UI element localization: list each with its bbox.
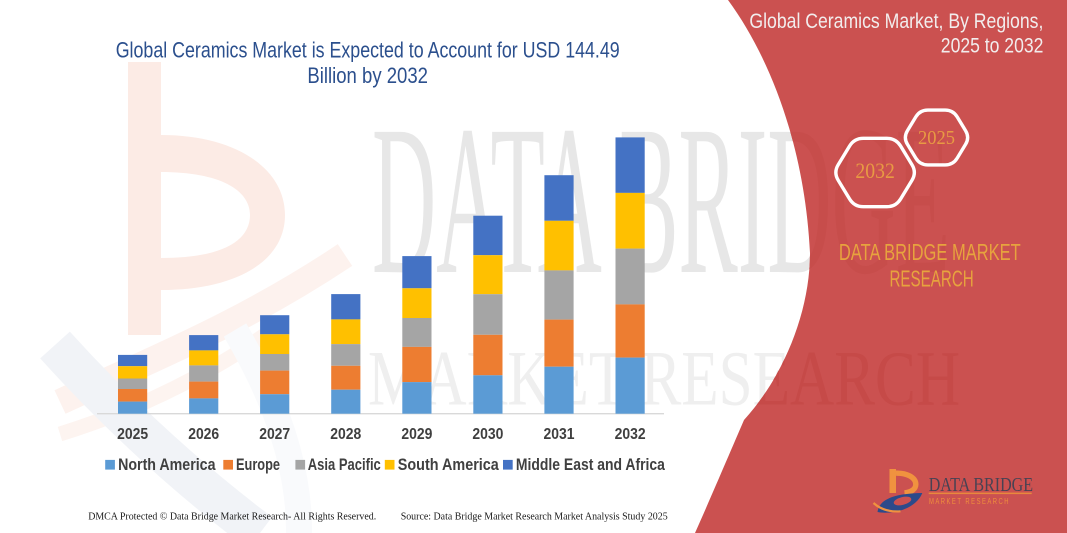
svg-text:2032: 2032	[615, 426, 646, 443]
svg-text:Global Ceramics Market, By Reg: Global Ceramics Market, By Regions,	[749, 10, 1043, 33]
svg-text:2032: 2032	[855, 158, 894, 183]
svg-text:North America: North America	[118, 456, 216, 474]
svg-text:2028: 2028	[330, 426, 361, 443]
svg-text:DMCA Protected © Data Bridge M: DMCA Protected © Data Bridge Market Rese…	[88, 512, 376, 523]
svg-text:2025: 2025	[117, 426, 148, 443]
svg-text:Asia Pacific: Asia Pacific	[308, 456, 381, 474]
svg-text:2027: 2027	[259, 426, 290, 443]
svg-text:Source: Data Bridge Market Res: Source: Data Bridge Market Research Mark…	[401, 512, 668, 523]
svg-text:2030: 2030	[472, 426, 503, 443]
svg-text:2026: 2026	[188, 426, 219, 443]
svg-text:Global Ceramics Market is Expe: Global Ceramics Market is Expected to Ac…	[116, 37, 620, 62]
svg-text:2025: 2025	[918, 127, 955, 149]
svg-text:RESEARCH: RESEARCH	[889, 266, 973, 292]
svg-text:Middle East and Africa: Middle East and Africa	[516, 456, 666, 474]
svg-text:DATA BRIDGE: DATA BRIDGE	[929, 474, 1033, 496]
svg-text:2025 to 2032: 2025 to 2032	[941, 35, 1044, 58]
svg-text:DATA BRIDGE MARKET: DATA BRIDGE MARKET	[839, 239, 1021, 265]
svg-text:2031: 2031	[544, 426, 575, 443]
svg-text:MARKET RESEARCH: MARKET RESEARCH	[929, 497, 1010, 506]
svg-text:Europe: Europe	[236, 456, 280, 474]
svg-text:South America: South America	[398, 456, 500, 474]
svg-text:Billion by 2032: Billion by 2032	[307, 63, 428, 88]
svg-text:2029: 2029	[401, 426, 432, 443]
